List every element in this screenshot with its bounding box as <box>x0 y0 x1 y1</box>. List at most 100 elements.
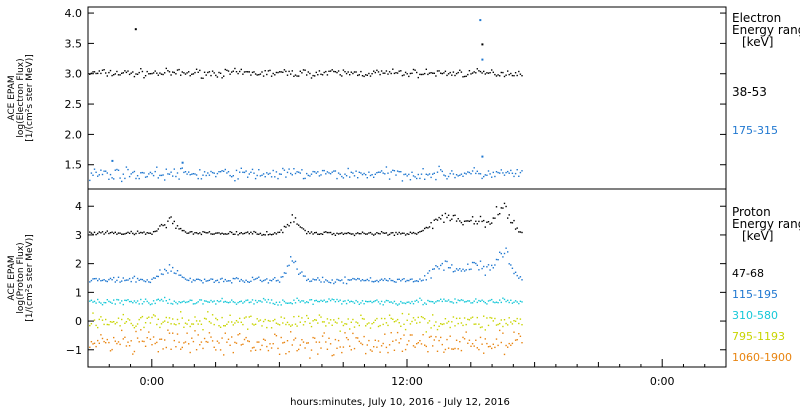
data-point <box>216 319 219 321</box>
data-point <box>122 72 124 74</box>
data-point <box>361 231 364 233</box>
data-point <box>321 321 324 323</box>
data-point <box>392 279 394 282</box>
data-point <box>210 233 212 235</box>
data-point <box>128 300 131 303</box>
data-point <box>119 302 121 304</box>
data-point <box>495 338 498 340</box>
data-point <box>441 214 443 217</box>
data-point <box>237 72 239 75</box>
legend-title-line: Energy ranges <box>732 23 800 37</box>
data-point <box>479 336 482 339</box>
data-point <box>462 336 464 339</box>
data-point <box>184 231 187 233</box>
data-point <box>465 75 467 77</box>
data-point <box>463 338 466 340</box>
data-point <box>203 71 206 73</box>
data-point <box>454 74 456 77</box>
data-point <box>403 74 405 76</box>
data-point <box>414 69 416 71</box>
data-point <box>317 322 319 324</box>
data-point <box>274 318 276 321</box>
data-point <box>181 317 183 319</box>
data-point <box>148 302 150 304</box>
data-point <box>192 73 195 75</box>
data-point <box>275 335 278 337</box>
data-point <box>505 74 507 76</box>
data-point <box>406 319 408 321</box>
data-point <box>216 279 219 281</box>
data-point <box>106 75 108 77</box>
data-point <box>98 318 100 321</box>
data-point <box>404 234 407 236</box>
data-point <box>175 346 177 348</box>
data-point <box>500 319 502 321</box>
data-point <box>408 173 410 176</box>
data-point <box>195 349 198 351</box>
data-point <box>377 232 380 235</box>
data-point <box>173 220 175 223</box>
data-point <box>237 234 239 236</box>
data-point <box>151 344 153 346</box>
data-point <box>363 303 365 305</box>
data-point <box>283 225 286 228</box>
data-point <box>481 299 483 301</box>
data-point <box>256 233 258 235</box>
data-point <box>172 266 174 269</box>
data-point <box>205 232 207 234</box>
data-point <box>369 75 372 77</box>
data-point <box>272 302 274 305</box>
data-point <box>254 349 257 351</box>
data-point <box>374 71 376 74</box>
data-point <box>141 70 144 73</box>
data-point <box>116 70 118 73</box>
data-point <box>184 322 187 324</box>
data-point <box>250 315 252 317</box>
data-point <box>93 319 96 321</box>
data-point <box>157 318 159 320</box>
data-point <box>256 301 258 304</box>
data-point <box>491 222 493 224</box>
data-point <box>388 233 391 236</box>
data-point <box>254 278 257 280</box>
data-point <box>188 71 190 73</box>
data-point <box>248 281 250 283</box>
data-point <box>172 332 174 334</box>
data-point <box>197 233 199 235</box>
data-point <box>173 272 175 274</box>
data-point <box>277 347 279 350</box>
data-point <box>491 347 493 350</box>
data-point <box>349 232 351 235</box>
data-point <box>194 232 196 234</box>
data-point <box>454 270 456 272</box>
data-point <box>379 171 381 173</box>
data-point <box>312 278 314 280</box>
data-point <box>473 167 475 169</box>
data-point <box>146 279 148 281</box>
data-point <box>183 300 185 302</box>
data-point <box>270 280 273 282</box>
data-point <box>180 274 182 276</box>
data-point <box>345 337 348 339</box>
data-point <box>451 264 453 266</box>
data-point <box>353 175 356 177</box>
data-point <box>329 231 332 234</box>
data-point <box>457 175 459 177</box>
data-point <box>148 73 150 75</box>
data-point <box>127 70 129 72</box>
data-point <box>491 69 493 71</box>
data-point <box>374 280 376 282</box>
data-point <box>92 343 94 345</box>
data-point <box>355 232 357 235</box>
data-point <box>224 68 226 71</box>
data-point <box>484 338 486 340</box>
data-point <box>266 326 268 329</box>
data-point <box>497 302 499 304</box>
data-point <box>468 268 471 271</box>
data-point <box>347 299 349 301</box>
data-point <box>245 170 247 172</box>
data-point <box>411 278 413 280</box>
data-point <box>323 71 325 74</box>
data-point <box>202 77 204 79</box>
